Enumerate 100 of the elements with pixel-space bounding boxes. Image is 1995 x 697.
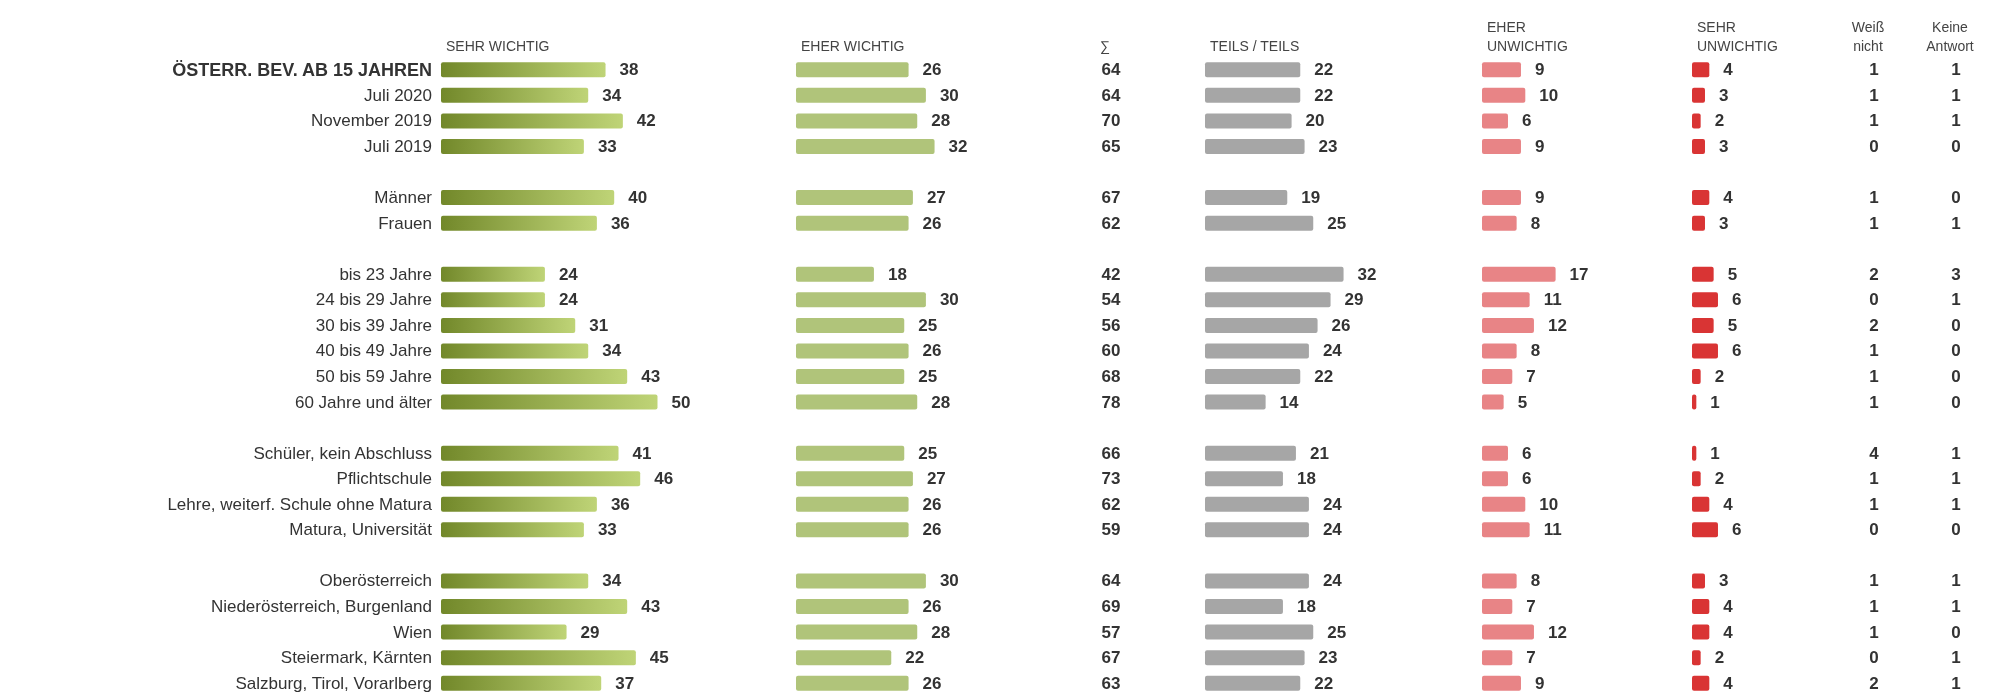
data-label: 1	[1869, 622, 1879, 642]
y-tick-label: 24 bis 29 Jahre	[315, 290, 432, 310]
bar	[441, 573, 589, 589]
data-label: 50	[671, 392, 691, 412]
bar	[796, 675, 909, 691]
data-label: 2	[1869, 673, 1879, 693]
data-label: 57	[1101, 622, 1121, 642]
chart-title: SEHR UNWICHTIG	[1697, 18, 1778, 54]
data-label: 8	[1530, 213, 1541, 233]
bar	[441, 292, 545, 308]
y-tick-label: 30 bis 39 Jahre	[315, 315, 432, 335]
bar	[441, 650, 636, 666]
data-label: 2	[1714, 648, 1725, 668]
data-label: 24	[1322, 571, 1343, 591]
bar	[1692, 675, 1710, 691]
data-label: 18	[1296, 469, 1316, 489]
data-label: 26	[1331, 315, 1351, 335]
data-label: 20	[1305, 111, 1325, 131]
data-label: 62	[1101, 213, 1121, 233]
data-label: 30	[939, 290, 959, 310]
data-label: 43	[641, 367, 661, 386]
data-label: 1	[1951, 494, 1961, 514]
data-label: 2	[1714, 469, 1725, 489]
bar	[441, 62, 606, 78]
bar	[441, 317, 576, 333]
data-label: 56	[1101, 315, 1121, 335]
data-label: 9	[1534, 673, 1545, 693]
data-label: 6	[1731, 341, 1742, 361]
bar	[796, 522, 909, 538]
data-label: 22	[1314, 60, 1334, 80]
bar	[1482, 292, 1530, 308]
data-label: 4	[1723, 622, 1734, 642]
y-tick-label: Niederösterreich, Burgenland	[210, 597, 432, 617]
text: Weiß nicht	[1851, 18, 1885, 54]
bar	[1205, 471, 1283, 487]
bar	[1482, 215, 1517, 231]
data-label: 0	[1951, 341, 1961, 361]
data-label: 11	[1543, 520, 1562, 540]
bar	[1482, 471, 1508, 487]
data-label: 1	[1869, 469, 1879, 489]
bar	[1482, 138, 1521, 154]
data-label: 30	[939, 85, 959, 105]
data-label: 22	[1314, 673, 1334, 693]
data-label: 0	[1951, 622, 1961, 642]
bar	[441, 522, 584, 538]
bar	[1482, 599, 1513, 615]
data-label: 0	[1951, 520, 1961, 540]
data-label: 24	[1322, 520, 1343, 540]
bar	[1482, 190, 1521, 206]
data-label: 40	[628, 188, 648, 208]
data-label: 31	[589, 315, 609, 335]
bar	[441, 343, 589, 359]
bar	[1205, 394, 1266, 410]
y-tick-label: Juli 2020	[363, 85, 432, 105]
bar	[1482, 445, 1508, 461]
data-label: 34	[602, 85, 622, 105]
y-tick-label: 60 Jahre und älter	[294, 392, 433, 412]
data-label: 6	[1521, 469, 1532, 489]
chart-title: SEHR WICHTIG	[446, 37, 550, 54]
data-label: 65	[1101, 136, 1121, 156]
bar	[441, 113, 623, 129]
data-label: 9	[1534, 60, 1545, 80]
data-label: 29	[580, 622, 600, 642]
y-tick-label: Frauen	[378, 213, 432, 233]
data-label: 1	[1869, 571, 1879, 591]
data-label: 42	[1101, 264, 1121, 284]
bar	[796, 471, 913, 487]
data-label: 5	[1727, 315, 1738, 335]
bar	[441, 190, 615, 206]
data-label: 22	[1314, 367, 1334, 386]
bar	[1692, 471, 1701, 487]
data-label: 1	[1869, 597, 1879, 617]
data-label: 6	[1521, 443, 1532, 463]
data-label: 7	[1526, 597, 1536, 617]
data-label: 38	[619, 60, 639, 80]
data-label: 1	[1951, 571, 1961, 591]
bar	[1482, 394, 1504, 410]
data-label: 64	[1101, 85, 1121, 105]
y-tick-label: Juli 2019	[363, 136, 432, 156]
chart-title: TEILS / TEILS	[1210, 37, 1300, 54]
bar	[441, 138, 584, 154]
y-tick-label: Oberösterreich	[319, 571, 432, 591]
bar	[1205, 190, 1288, 206]
text: Keine Antwort	[1926, 18, 1974, 54]
data-label: 26	[922, 494, 942, 514]
data-label: 25	[918, 367, 938, 386]
data-label: 26	[922, 520, 942, 540]
bar	[1692, 266, 1714, 282]
bar	[1205, 292, 1331, 308]
bar	[796, 496, 909, 512]
y-tick-label: Wien	[393, 622, 432, 642]
data-label: 9	[1534, 188, 1545, 208]
bar	[1692, 292, 1718, 308]
data-label: 32	[948, 136, 968, 156]
bar	[796, 215, 909, 231]
bar	[796, 113, 918, 129]
data-label: 1	[1951, 213, 1961, 233]
bar	[796, 292, 926, 308]
data-label: 28	[931, 622, 951, 642]
bar	[796, 650, 892, 666]
